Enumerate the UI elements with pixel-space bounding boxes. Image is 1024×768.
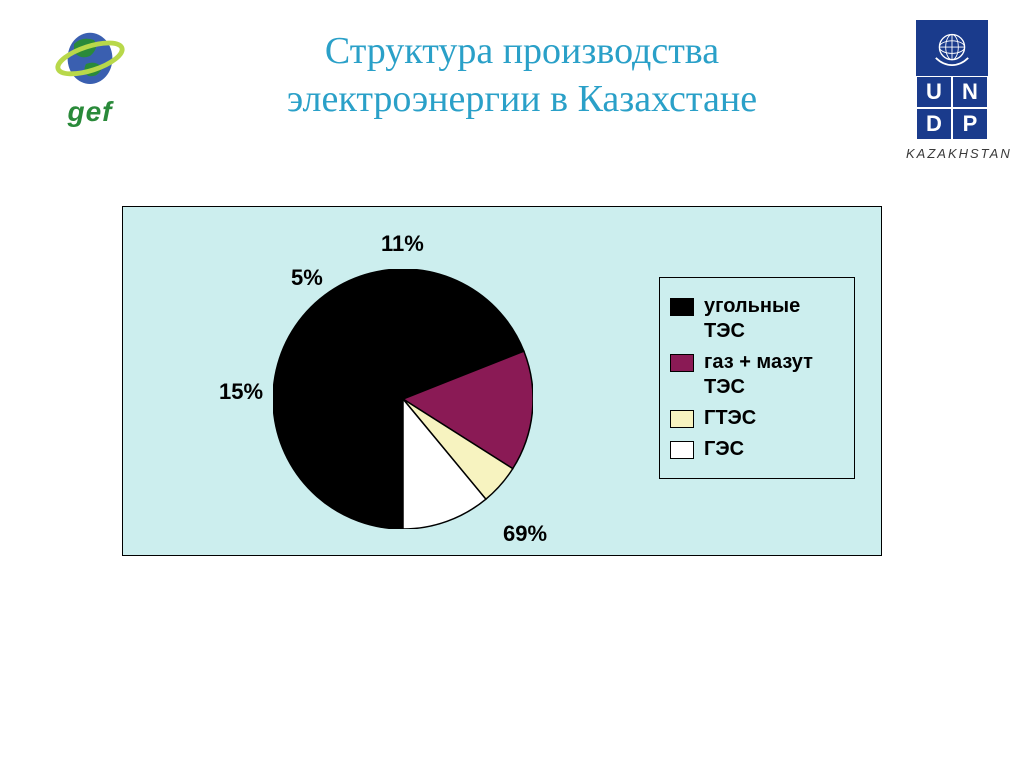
slide-title: Структура производства электроэнергии в … (170, 28, 874, 123)
chart-container: 69% 15% 5% 11% угольные ТЭС газ + мазут … (122, 206, 882, 556)
legend-swatch-icon (670, 441, 694, 459)
undp-letter-u: U (916, 76, 952, 108)
legend-label: ГТЭС (704, 406, 756, 431)
chart-legend: угольные ТЭС газ + мазут ТЭС ГТЭС ГЭС (659, 277, 855, 479)
pie-label-gas: 15% (219, 379, 263, 405)
undp-letter-p: P (952, 108, 988, 140)
title-line-1: Структура производства (325, 30, 719, 72)
legend-swatch-icon (670, 354, 694, 372)
gef-logo: gef (30, 20, 150, 128)
legend-swatch-icon (670, 410, 694, 428)
legend-label: газ + мазут ТЭС (704, 350, 844, 400)
pie-chart (273, 269, 533, 529)
pie-label-coal: 69% (503, 521, 547, 547)
undp-letter-d: D (916, 108, 952, 140)
undp-letters: U N D P (916, 76, 988, 140)
legend-item: ГЭС (670, 437, 844, 462)
pie-label-ges: 11% (381, 231, 424, 257)
legend-item: газ + мазут ТЭС (670, 350, 844, 400)
title-line-2: электроэнергии в Казахстане (287, 78, 757, 120)
undp-caption: KAZAKHSTAN (906, 146, 998, 161)
legend-label: ГЭС (704, 437, 744, 462)
legend-swatch-icon (670, 298, 694, 316)
legend-item: ГТЭС (670, 406, 844, 431)
legend-item: угольные ТЭС (670, 294, 844, 344)
gef-logo-text: gef (30, 96, 150, 128)
un-emblem-icon (916, 20, 988, 76)
legend-label: угольные ТЭС (704, 294, 844, 344)
undp-letter-n: N (952, 76, 988, 108)
slide: gef U N D P KAZAKHSTAN (0, 0, 1024, 768)
globe-icon (50, 20, 130, 100)
pie-label-gtes: 5% (291, 265, 323, 291)
undp-logo: U N D P KAZAKHSTAN (906, 20, 998, 161)
